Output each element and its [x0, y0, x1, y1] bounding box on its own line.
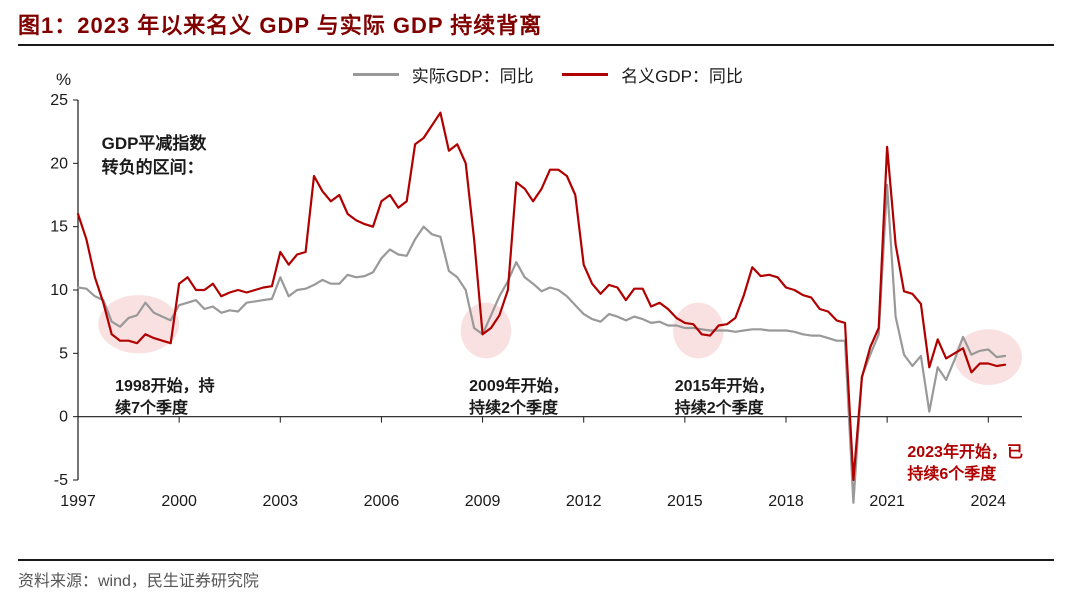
legend-swatch-real	[353, 73, 399, 76]
svg-text:25: 25	[50, 92, 68, 109]
annotation-label: 1998开始，持续7个季度	[115, 376, 215, 419]
chart-title: 图1：2023 年以来名义 GDP 与实际 GDP 持续背离	[18, 8, 1054, 40]
annotation-label: 2015年开始，持续2个季度	[675, 376, 775, 419]
svg-text:2000: 2000	[161, 493, 197, 510]
y-axis-unit: %	[56, 70, 71, 90]
annotation-label: 2023年开始，已持续6个季度	[907, 442, 1023, 485]
legend: 实际GDP：同比 名义GDP：同比	[0, 62, 1072, 87]
svg-text:2009: 2009	[465, 493, 501, 510]
legend-swatch-nominal	[562, 73, 608, 76]
svg-text:2015: 2015	[667, 493, 703, 510]
annotation-label: 2009年开始，持续2个季度	[469, 376, 569, 419]
svg-text:1997: 1997	[60, 493, 96, 510]
svg-text:10: 10	[50, 282, 68, 299]
svg-text:2003: 2003	[262, 493, 298, 510]
legend-label-nominal: 名义GDP：同比	[621, 67, 743, 86]
chart-title-bar: 图1：2023 年以来名义 GDP 与实际 GDP 持续背离	[18, 8, 1054, 46]
line-chart-svg: -505101520251997200020032006200920122015…	[70, 96, 1030, 516]
legend-label-real: 实际GDP：同比	[412, 67, 534, 86]
source-bar: 资料来源：wind，民生证券研究院	[18, 559, 1054, 591]
svg-text:-5: -5	[54, 472, 68, 489]
svg-text:2018: 2018	[768, 493, 804, 510]
svg-text:20: 20	[50, 155, 68, 172]
svg-text:0: 0	[59, 409, 68, 426]
plot-area: -505101520251997200020032006200920122015…	[70, 96, 1030, 516]
svg-text:2006: 2006	[364, 493, 400, 510]
svg-text:2012: 2012	[566, 493, 602, 510]
deflator-label: GDP平减指数转负的区间：	[102, 132, 207, 181]
source-text: 资料来源：wind，民生证券研究院	[18, 573, 259, 590]
svg-text:2021: 2021	[869, 493, 905, 510]
svg-text:2024: 2024	[970, 493, 1006, 510]
svg-text:15: 15	[50, 219, 68, 236]
svg-text:5: 5	[59, 345, 68, 362]
